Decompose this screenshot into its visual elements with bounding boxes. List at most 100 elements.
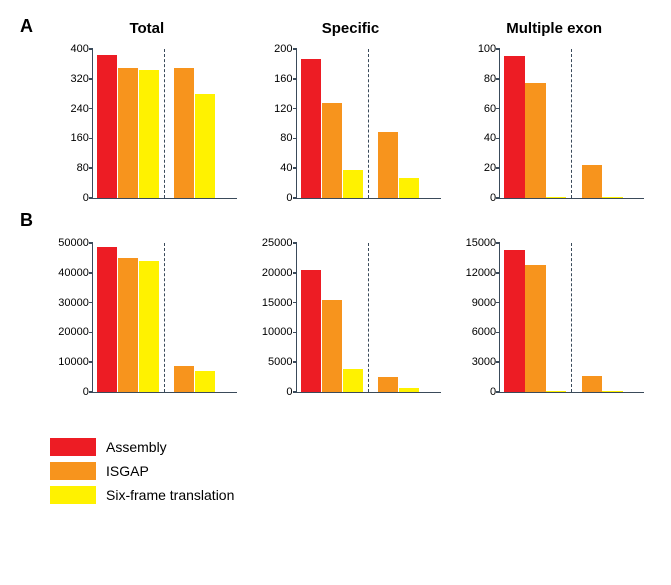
y-tick-mark bbox=[293, 138, 297, 140]
legend-label: Assembly bbox=[106, 439, 167, 455]
chart-container: Total 080160240320400 bbox=[50, 20, 244, 214]
bar bbox=[378, 377, 398, 392]
bar bbox=[174, 68, 194, 198]
y-tick-mark bbox=[293, 302, 297, 304]
y-tick-mark bbox=[293, 361, 297, 363]
bar bbox=[582, 376, 602, 392]
y-tick-mark bbox=[89, 272, 93, 274]
group-divider bbox=[368, 243, 369, 392]
y-tick-mark bbox=[293, 242, 297, 244]
y-tick-mark bbox=[89, 302, 93, 304]
y-tick-label: 25000 bbox=[262, 237, 297, 249]
chart: 020406080100 bbox=[459, 44, 649, 214]
bar bbox=[399, 178, 419, 198]
y-tick-label: 15000 bbox=[262, 297, 297, 309]
chart-container: Multiple exon 020406080100 bbox=[457, 20, 651, 214]
bar bbox=[195, 94, 215, 198]
bar bbox=[174, 366, 194, 392]
y-tick-mark bbox=[293, 48, 297, 50]
bar bbox=[343, 369, 363, 392]
bar bbox=[97, 55, 117, 198]
y-tick-mark bbox=[89, 197, 93, 199]
plot-area: 020406080100 bbox=[499, 49, 644, 199]
legend-item: Six-frame translation bbox=[50, 486, 651, 504]
y-tick-mark bbox=[293, 332, 297, 334]
legend-item: Assembly bbox=[50, 438, 651, 456]
legend-label: Six-frame translation bbox=[106, 487, 234, 503]
bar bbox=[139, 261, 159, 392]
panels-container: ATotal080160240320400Specific04080120160… bbox=[20, 20, 651, 408]
group-divider bbox=[164, 49, 165, 198]
chart-title: Total bbox=[129, 20, 164, 38]
y-tick-mark bbox=[293, 272, 297, 274]
chart-container: 03000600090001200015000 bbox=[457, 214, 651, 408]
chart: 080160240320400 bbox=[52, 44, 242, 214]
charts-row: 0100002000030000400005000005000100001500… bbox=[50, 214, 651, 408]
bar bbox=[602, 391, 622, 392]
y-tick-mark bbox=[496, 242, 500, 244]
group-divider bbox=[368, 49, 369, 198]
charts-row: Total 080160240320400 Specific 040801201602… bbox=[50, 20, 651, 214]
bar bbox=[378, 132, 398, 198]
y-tick-label: 12000 bbox=[466, 267, 501, 279]
legend-label: ISGAP bbox=[106, 463, 149, 479]
chart: 04080120160200 bbox=[256, 44, 446, 214]
y-tick-mark bbox=[89, 332, 93, 334]
bar bbox=[582, 165, 602, 198]
bar bbox=[399, 388, 419, 392]
bar bbox=[97, 247, 117, 392]
y-tick-mark bbox=[89, 108, 93, 110]
bar bbox=[118, 258, 138, 392]
bar bbox=[118, 68, 138, 198]
legend-item: ISGAP bbox=[50, 462, 651, 480]
figure: ATotal080160240320400Specific04080120160… bbox=[20, 20, 651, 504]
y-tick-mark bbox=[496, 272, 500, 274]
plot-area: 080160240320400 bbox=[92, 49, 237, 199]
y-tick-mark bbox=[89, 167, 93, 169]
plot-area: 04080120160200 bbox=[296, 49, 441, 199]
y-tick-label: 30000 bbox=[58, 297, 93, 309]
y-tick-label: 50000 bbox=[58, 237, 93, 249]
chart: 0500010000150002000025000 bbox=[256, 238, 446, 408]
y-tick-mark bbox=[496, 197, 500, 199]
y-tick-mark bbox=[89, 78, 93, 80]
bar bbox=[195, 371, 215, 392]
y-tick-mark bbox=[496, 108, 500, 110]
y-tick-mark bbox=[496, 361, 500, 363]
chart-container: 0500010000150002000025000 bbox=[254, 214, 448, 408]
y-tick-mark bbox=[293, 78, 297, 80]
y-tick-mark bbox=[496, 391, 500, 393]
panel-label: B bbox=[20, 210, 40, 231]
chart-container: 01000020000300004000050000 bbox=[50, 214, 244, 408]
chart-container: Specific 04080120160200 bbox=[254, 20, 448, 214]
chart: 01000020000300004000050000 bbox=[52, 238, 242, 408]
bar bbox=[301, 270, 321, 392]
y-tick-label: 10000 bbox=[58, 356, 93, 368]
y-tick-mark bbox=[89, 391, 93, 393]
bar bbox=[322, 103, 342, 198]
group-divider bbox=[571, 243, 572, 392]
chart-title: Multiple exon bbox=[506, 20, 602, 38]
chart-title: Specific bbox=[322, 20, 380, 38]
y-tick-label: 20000 bbox=[58, 326, 93, 338]
bar bbox=[525, 83, 545, 198]
bar bbox=[546, 197, 566, 198]
group-divider bbox=[164, 243, 165, 392]
plot-area: 01000020000300004000050000 bbox=[92, 243, 237, 393]
y-tick-mark bbox=[496, 138, 500, 140]
panel-row: ATotal080160240320400Specific04080120160… bbox=[20, 20, 651, 214]
panel-row: B010000200003000040000500000500010000150… bbox=[20, 214, 651, 408]
group-divider bbox=[571, 49, 572, 198]
bar bbox=[504, 250, 524, 392]
bar bbox=[504, 56, 524, 198]
bar bbox=[139, 70, 159, 199]
bar bbox=[301, 59, 321, 198]
y-tick-label: 40000 bbox=[58, 267, 93, 279]
y-tick-mark bbox=[293, 197, 297, 199]
y-tick-mark bbox=[496, 332, 500, 334]
bar bbox=[602, 197, 622, 198]
y-tick-mark bbox=[496, 48, 500, 50]
y-tick-mark bbox=[89, 48, 93, 50]
legend-swatch bbox=[50, 486, 96, 504]
y-tick-mark bbox=[89, 242, 93, 244]
